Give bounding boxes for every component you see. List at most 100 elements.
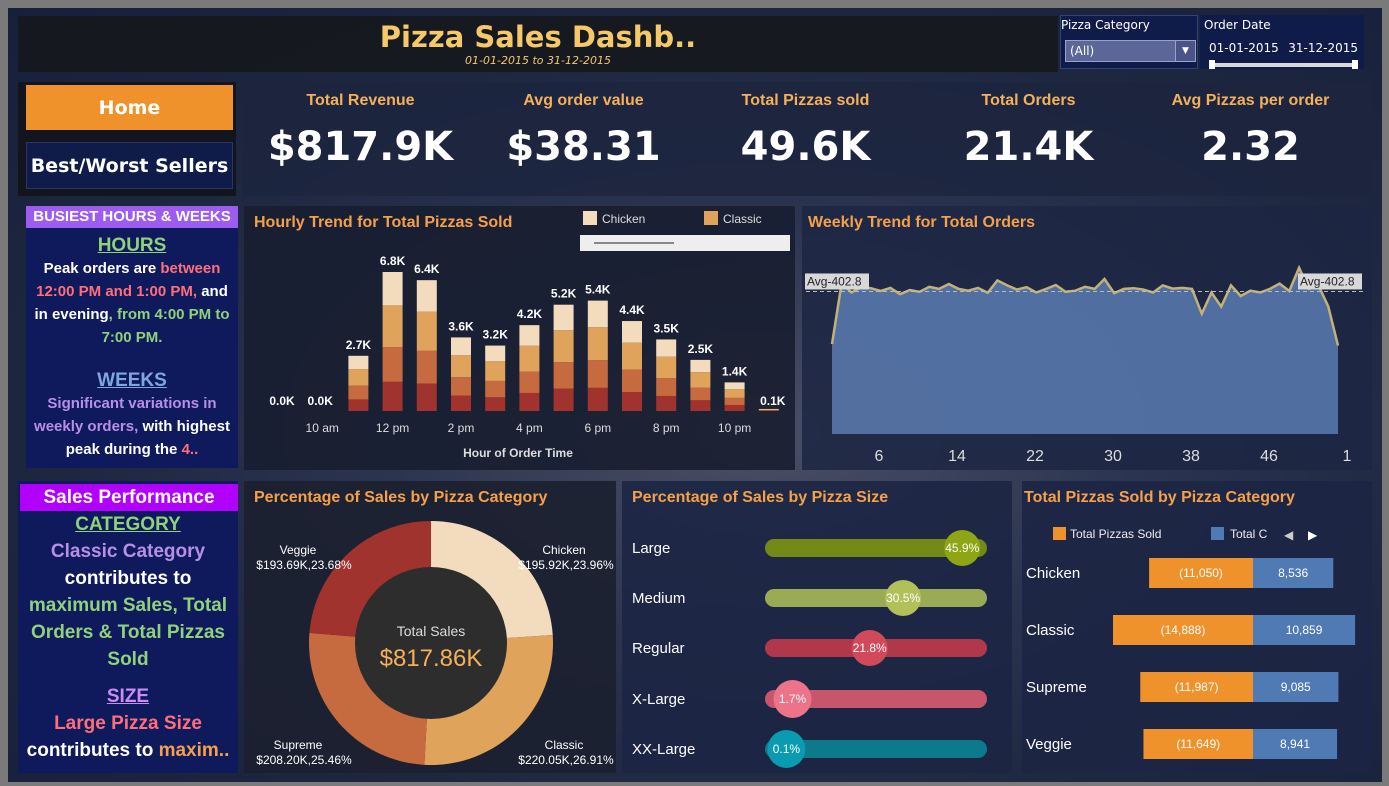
- category-label: Chicken: [1026, 565, 1080, 582]
- best-worst-sellers-button[interactable]: Best/Worst Sellers: [26, 142, 233, 189]
- hourly-bar-segment[interactable]: [725, 389, 745, 398]
- hourly-bar-segment[interactable]: [554, 330, 574, 362]
- size-category-label: X-Large: [632, 691, 685, 708]
- bar-value-label: 8,536: [1278, 566, 1308, 580]
- size-value-label: 0.1%: [773, 742, 801, 756]
- hourly-bar-segment[interactable]: [519, 325, 539, 346]
- hourly-bar-segment[interactable]: [485, 346, 505, 362]
- hourly-bar-segment[interactable]: [348, 356, 368, 369]
- kpi-label: Total Orders: [916, 92, 1141, 110]
- bar-value-label: 2.7K: [346, 338, 372, 352]
- bar-value-label: (11,050): [1179, 566, 1223, 580]
- hourly-bar-segment[interactable]: [348, 399, 368, 411]
- hourly-bar-segment[interactable]: [348, 386, 368, 400]
- kpi-value: $817.9K: [248, 124, 473, 170]
- hourly-bar-segment[interactable]: [554, 389, 574, 411]
- legend-swatch-chicken: [583, 211, 597, 225]
- slider-handle-end[interactable]: [1352, 60, 1358, 69]
- legend-next-icon[interactable]: ▶: [1308, 528, 1318, 542]
- bar-value-label: 3.2K: [483, 328, 509, 342]
- hourly-bar-segment[interactable]: [554, 305, 574, 331]
- pizza-category-select[interactable]: (All) ▼: [1065, 40, 1196, 62]
- category-text: Classic Category: [18, 538, 238, 565]
- hourly-bar-segment[interactable]: [519, 346, 539, 372]
- kpi-value: 2.32: [1138, 124, 1363, 170]
- bar-value-label: 9,085: [1281, 680, 1311, 694]
- hourly-bar-segment[interactable]: [554, 362, 574, 389]
- hourly-bar-segment[interactable]: [451, 355, 471, 377]
- hourly-bar-segment[interactable]: [383, 272, 403, 305]
- hourly-bar-segment[interactable]: [656, 357, 676, 378]
- hourly-bar-segment[interactable]: [690, 372, 710, 387]
- hourly-bar-segment[interactable]: [622, 321, 642, 343]
- size-value-label: 45.9%: [945, 541, 979, 555]
- hourly-bar-segment[interactable]: [485, 397, 505, 411]
- hourly-bar-segment[interactable]: [588, 327, 608, 360]
- hourly-bar-segment[interactable]: [725, 398, 745, 405]
- kpi-value: 21.4K: [916, 124, 1141, 170]
- hourly-bar-segment[interactable]: [622, 343, 642, 370]
- hourly-bar-segment[interactable]: [759, 409, 779, 410]
- date-start: 01-01-2015: [1209, 41, 1279, 55]
- category-donut-chart: Chicken$195.92K,23.96%Classic$220.05K,26…: [244, 481, 616, 773]
- weeks-heading: WEEKS: [26, 369, 238, 392]
- hourly-bar-segment[interactable]: [417, 384, 437, 411]
- hourly-bar-segment[interactable]: [656, 339, 676, 356]
- bar-value-label: 4.4K: [619, 303, 645, 317]
- hourly-bar-segment[interactable]: [451, 396, 471, 411]
- hourly-bar-segment[interactable]: [725, 382, 745, 389]
- hourly-bar-segment[interactable]: [485, 381, 505, 397]
- hourly-bar-segment[interactable]: [622, 392, 642, 411]
- hourly-trend-chart: Chicken Classic 0.0K 0.0K2.7K6.8K6.4K3.6K…: [244, 206, 795, 470]
- legend-swatch-total-pizzas: [1053, 527, 1066, 540]
- text-span: 4..: [182, 441, 199, 458]
- page-title: Pizza Sales Dashb..: [18, 20, 1058, 54]
- avg-label: Avg-402.8: [1300, 274, 1355, 288]
- hourly-bar-segment[interactable]: [759, 410, 779, 411]
- hourly-bar-segment[interactable]: [451, 377, 471, 395]
- hourly-bar-segment[interactable]: [348, 369, 368, 386]
- hourly-bar-segment[interactable]: [656, 396, 676, 411]
- date-range-slider[interactable]: [1209, 63, 1358, 67]
- size-sales-chart: Large 45.9%Medium 30.5%Regular 21.8%X-Large…: [622, 481, 1012, 773]
- x-tick-label: 30: [1104, 448, 1122, 465]
- hourly-bar-segment[interactable]: [588, 360, 608, 388]
- hourly-bar-segment[interactable]: [417, 312, 437, 351]
- text-span: maxim..: [159, 740, 230, 761]
- text-span: contributes to: [27, 740, 159, 761]
- x-tick-label: 10 am: [306, 421, 339, 435]
- bar-value-label: (11,649): [1176, 737, 1220, 751]
- hourly-bar-segment[interactable]: [690, 360, 710, 372]
- legend-label: Chicken: [602, 212, 645, 226]
- hourly-bar-segment[interactable]: [519, 393, 539, 411]
- home-button[interactable]: Home: [26, 85, 233, 130]
- hourly-bar-segment[interactable]: [588, 301, 608, 327]
- hourly-bar-segment[interactable]: [588, 388, 608, 411]
- hourly-bar-segment[interactable]: [383, 382, 403, 411]
- hourly-bar-segment[interactable]: [417, 351, 437, 384]
- size-category-label: Regular: [632, 640, 685, 657]
- hourly-bar-segment[interactable]: [622, 370, 642, 392]
- legend-swatch-classic: [704, 211, 718, 225]
- filter-label: Order Date: [1204, 18, 1271, 32]
- hourly-bar-segment[interactable]: [690, 400, 710, 411]
- category-heading: CATEGORY: [18, 511, 238, 538]
- legend-scrollbar-thumb[interactable]: [594, 242, 674, 244]
- slider-handle-start[interactable]: [1209, 60, 1215, 69]
- hourly-bar-segment[interactable]: [519, 372, 539, 393]
- x-tick-label: 6: [875, 448, 884, 465]
- bar-value-label: 0.0K: [269, 394, 295, 408]
- category-label: Supreme: [1026, 679, 1087, 696]
- hourly-bar-segment[interactable]: [383, 347, 403, 382]
- hourly-bar-segment[interactable]: [451, 337, 471, 355]
- hourly-bar-segment[interactable]: [725, 405, 745, 411]
- hourly-bar-segment[interactable]: [383, 305, 403, 347]
- x-tick-label: 12 pm: [376, 421, 409, 435]
- legend-prev-icon[interactable]: ◀: [1284, 528, 1294, 542]
- hourly-bar-segment[interactable]: [485, 361, 505, 381]
- chevron-down-icon[interactable]: ▼: [1175, 41, 1195, 61]
- hourly-bar-segment[interactable]: [417, 280, 437, 311]
- hourly-bar-segment[interactable]: [690, 387, 710, 400]
- hourly-bar-segment[interactable]: [656, 378, 676, 396]
- date-end: 31-12-2015: [1288, 41, 1358, 55]
